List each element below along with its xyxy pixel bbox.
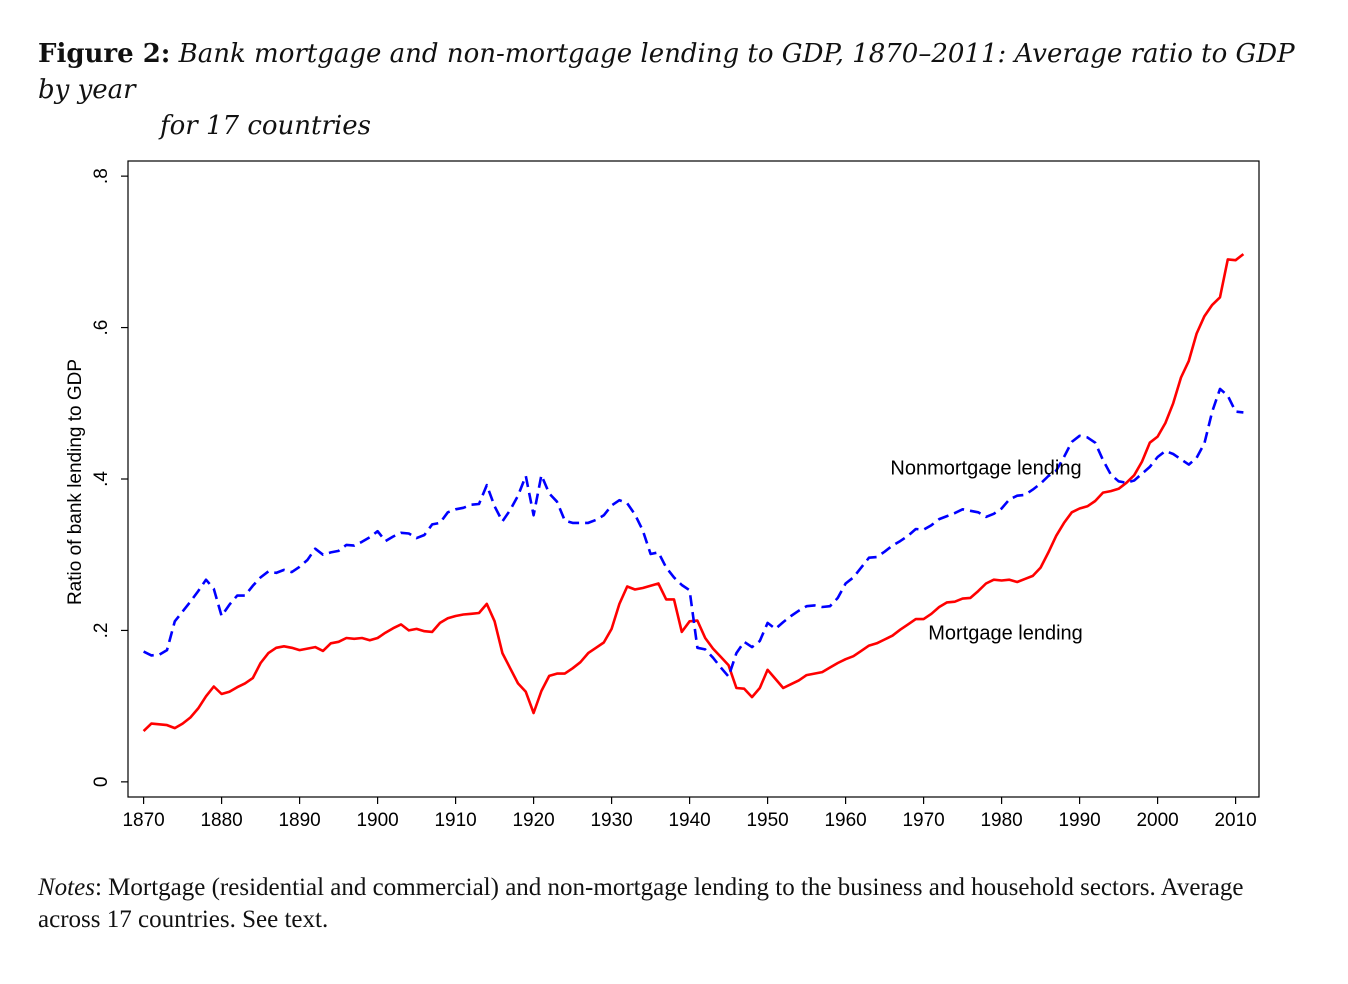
series-annotation: Nonmortgage lending xyxy=(890,457,1081,479)
figure-caption: Figure 2: Bank mortgage and non-mortgage… xyxy=(38,36,1298,144)
figure-title-line2: for 17 countries xyxy=(160,111,371,141)
plot-frame xyxy=(127,160,1260,798)
x-tick-label: 1990 xyxy=(1058,810,1100,831)
y-tick-label: .6 xyxy=(91,320,112,336)
notes-label: Notes xyxy=(38,874,95,901)
x-tick-label: 1950 xyxy=(746,810,788,831)
mortgage-lending-line xyxy=(142,253,1245,733)
x-tick-label: 1910 xyxy=(434,810,476,831)
x-tick-label: 2000 xyxy=(1136,810,1178,831)
x-tick-label: 1890 xyxy=(278,810,320,831)
x-tick-label: 1870 xyxy=(122,810,164,831)
y-tick-label: 0 xyxy=(91,777,112,788)
y-tick-label: .4 xyxy=(91,471,112,487)
x-tick-label: 1880 xyxy=(200,810,242,831)
y-axis-label: Ratio of bank lending to GDP xyxy=(65,359,86,605)
notes-text: : Mortgage (residential and commercial) … xyxy=(38,874,1244,933)
y-tick-label: .2 xyxy=(91,622,112,638)
x-tick-label: 1930 xyxy=(590,810,632,831)
nonmortgage-lending-line xyxy=(143,387,1244,678)
series-annotation: Mortgage lending xyxy=(928,623,1083,645)
x-tick-label: 1960 xyxy=(824,810,866,831)
y-tick-label: .8 xyxy=(91,168,112,184)
x-tick-label: 1900 xyxy=(356,810,398,831)
figure-title-line1: Bank mortgage and non-mortgage lending t… xyxy=(38,39,1295,105)
figure-label: Figure 2: xyxy=(38,39,171,69)
figure-notes: Notes: Mortgage (residential and commerc… xyxy=(38,872,1308,936)
annotation-layer: Nonmortgage lending Mortgage lending xyxy=(890,457,1082,644)
series-layer xyxy=(142,253,1245,733)
x-tick-label: 1970 xyxy=(902,810,944,831)
x-tick-label: 1940 xyxy=(668,810,710,831)
x-tick-label: 2010 xyxy=(1214,810,1256,831)
x-tick-label: 1920 xyxy=(512,810,554,831)
x-axis: 1870 1880 1890 1900 1910 1920 1930 1940 1950 1960… xyxy=(122,797,1257,831)
x-tick-label: 1980 xyxy=(980,810,1022,831)
y-axis: 0 .2 .4 .6 .8 xyxy=(91,168,128,787)
